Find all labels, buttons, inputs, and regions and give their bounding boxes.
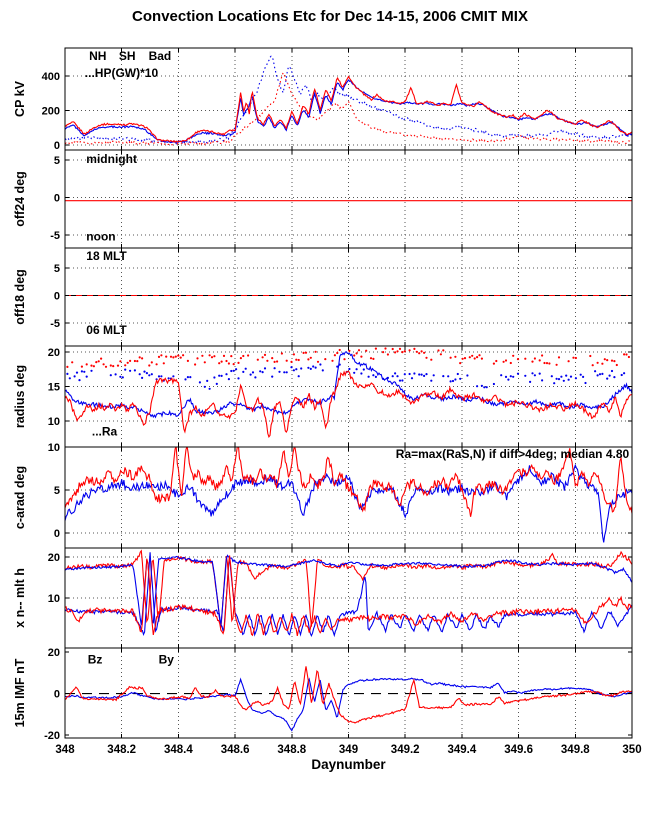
svg-text:20: 20 — [48, 647, 60, 659]
svg-text:0: 0 — [54, 140, 60, 152]
svg-text:0: 0 — [54, 291, 60, 303]
svg-text:349.2: 349.2 — [391, 744, 420, 756]
svg-text:349.4: 349.4 — [448, 744, 477, 756]
svg-text:0: 0 — [54, 528, 60, 540]
svg-text:20: 20 — [48, 347, 60, 359]
svg-text:off24 deg: off24 deg — [13, 171, 27, 227]
svg-text:0: 0 — [54, 193, 60, 205]
chart-title: Convection Locations Etc for Dec 14-15, … — [132, 8, 528, 25]
svg-text:348.8: 348.8 — [277, 744, 306, 756]
svg-text:...Ra: ...Ra — [92, 425, 118, 439]
svg-text:Bad: Bad — [149, 49, 172, 63]
svg-text:radius deg: radius deg — [13, 365, 27, 428]
svg-text:06 MLT: 06 MLT — [86, 323, 127, 337]
svg-text:NH: NH — [89, 49, 106, 63]
svg-text:...HP(GW)*10: ...HP(GW)*10 — [85, 66, 159, 80]
svg-text:5: 5 — [54, 485, 60, 497]
svg-text:348.6: 348.6 — [221, 744, 250, 756]
svg-text:10: 10 — [48, 442, 60, 454]
svg-text:400: 400 — [42, 71, 60, 83]
svg-text:15m IMF nT: 15m IMF nT — [13, 658, 27, 727]
svg-text:350: 350 — [622, 744, 641, 756]
svg-text:349.6: 349.6 — [504, 744, 533, 756]
svg-text:200: 200 — [42, 105, 60, 117]
svg-text:SH: SH — [119, 49, 136, 63]
svg-text:10: 10 — [48, 416, 60, 428]
x-axis-label: Daynumber — [311, 757, 386, 772]
svg-text:c-arad deg: c-arad deg — [13, 466, 27, 529]
svg-text:CP kV: CP kV — [13, 80, 27, 117]
svg-text:349: 349 — [339, 744, 358, 756]
svg-text:-20: -20 — [44, 730, 60, 742]
svg-text:349.8: 349.8 — [561, 744, 590, 756]
svg-text:18 MLT: 18 MLT — [86, 249, 127, 263]
svg-text:noon: noon — [86, 230, 115, 244]
svg-text:15: 15 — [48, 381, 60, 393]
svg-text:x n-- mlt h: x n-- mlt h — [13, 568, 27, 628]
svg-text:348.4: 348.4 — [164, 744, 193, 756]
svg-text:10: 10 — [48, 593, 60, 605]
svg-text:off18 deg: off18 deg — [13, 269, 27, 325]
svg-text:Bz: Bz — [88, 653, 103, 667]
svg-text:348.2: 348.2 — [107, 744, 136, 756]
svg-text:midnight: midnight — [86, 152, 137, 166]
svg-text:By: By — [159, 653, 175, 667]
svg-text:Ra=max(RaS,N) if diff>4deg; me: Ra=max(RaS,N) if diff>4deg; median 4.80 — [396, 447, 630, 461]
svg-text:-5: -5 — [50, 318, 60, 330]
svg-text:0: 0 — [54, 689, 60, 701]
svg-text:-5: -5 — [50, 230, 60, 242]
svg-text:20: 20 — [48, 552, 60, 564]
svg-text:348: 348 — [55, 744, 75, 756]
svg-text:5: 5 — [54, 155, 60, 167]
svg-text:5: 5 — [54, 263, 60, 275]
